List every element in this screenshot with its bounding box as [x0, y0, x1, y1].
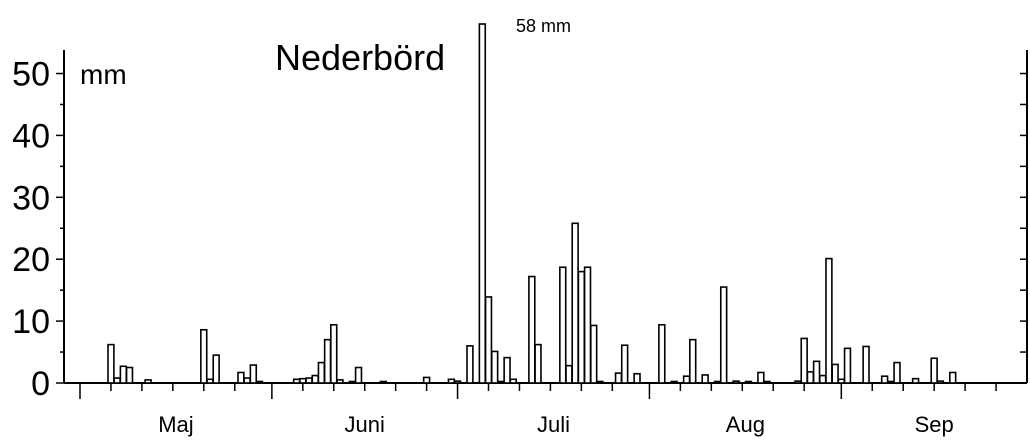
- precipitation-bar: [509, 378, 518, 384]
- precipitation-bar: [880, 375, 889, 384]
- precipitation-bar: [732, 380, 740, 384]
- x-month-label: Juli: [537, 412, 570, 437]
- y-tick-label: 40: [12, 117, 50, 155]
- precipitation-bar: [744, 380, 753, 384]
- precipitation-bar: [453, 380, 462, 384]
- y-tick-label: 30: [12, 179, 50, 217]
- precipitation-bar: [583, 266, 592, 384]
- precipitation-bar: [948, 371, 957, 384]
- precipitation-bar: [528, 275, 536, 384]
- precipitation-bar: [125, 366, 134, 384]
- precipitation-bar: [936, 380, 945, 384]
- precipitation-bar: [670, 380, 678, 384]
- precipitation-bar: [800, 337, 808, 384]
- x-month-label: Aug: [726, 412, 765, 437]
- precipitation-bar: [565, 364, 573, 384]
- precipitation-bar: [330, 324, 338, 384]
- x-month-label: Sep: [915, 412, 954, 437]
- precipitation-bar: [144, 379, 152, 384]
- y-tick-label: 10: [12, 303, 50, 341]
- precipitation-bar: [837, 378, 846, 384]
- precipitation-bar: [893, 361, 901, 384]
- precipitation-bar: [633, 372, 641, 384]
- chart-title: Nederbörd: [275, 37, 445, 78]
- precipitation-bar: [614, 372, 623, 384]
- precipitation-bar: [831, 363, 839, 384]
- precipitation-bar: [503, 356, 511, 384]
- precipitation-bar: [119, 365, 128, 384]
- precipitation-bar: [379, 380, 388, 384]
- precipitation-bar: [336, 379, 344, 384]
- precipitation-bar: [299, 377, 307, 384]
- precipitation-bar: [255, 380, 264, 384]
- precipitation-bar: [658, 324, 666, 384]
- precipitation-bar: [930, 357, 938, 384]
- precipitation-bar: [794, 380, 802, 384]
- precipitation-bar: [237, 371, 245, 384]
- precipitation-bar: [206, 378, 214, 384]
- precipitation-bar: [497, 380, 505, 384]
- precipitation-bar: [317, 361, 326, 384]
- precipitation-bar: [113, 377, 121, 384]
- precipitation-bar: [534, 343, 542, 384]
- precipitation-bar: [559, 266, 567, 384]
- y-axis: 0 10 20 30 40 50: [12, 50, 1028, 403]
- precipitation-bar: [200, 328, 208, 384]
- precipitation-bar: [305, 377, 313, 384]
- precipitation-bar: [466, 345, 474, 384]
- precipitation-bar: [843, 347, 852, 384]
- y-tick-label: 0: [31, 365, 50, 403]
- precipitation-bar: [577, 270, 586, 384]
- x-axis: Maj Juni Juli Aug Sep: [64, 382, 1027, 437]
- precipitation-bar: [825, 257, 833, 384]
- precipitation-bar: [311, 374, 319, 384]
- precipitation-bar: [757, 371, 765, 384]
- precipitation-bar: [620, 344, 629, 384]
- precipitation-bar: [682, 375, 691, 384]
- precipitation-bar: [713, 380, 722, 384]
- precipitation-bar: [763, 380, 771, 384]
- precipitation-bar: [689, 338, 697, 384]
- precipitation-bar: [490, 350, 499, 384]
- precipitation-bar: [354, 366, 363, 384]
- precipitation-bar: [422, 376, 431, 384]
- y-tick-label: 50: [12, 56, 50, 94]
- precipitation-bar: [911, 377, 920, 384]
- precipitation-bar: [812, 360, 821, 384]
- precipitation-bar: [887, 380, 895, 384]
- precipitation-bar: [292, 378, 301, 384]
- precipitation-bar: [243, 377, 251, 384]
- precipitation-bar: [596, 380, 604, 384]
- precipitation-bar: [571, 222, 579, 384]
- y-tick-label: 20: [12, 241, 50, 279]
- precipitation-bar: [348, 380, 357, 384]
- y-axis-unit-label: mm: [80, 59, 127, 90]
- precipitation-bar: [484, 296, 493, 384]
- precipitation-bar: [806, 371, 815, 384]
- precipitation-bar: [701, 374, 709, 384]
- precipitation-bar: [447, 378, 456, 384]
- precipitation-bar: [212, 354, 220, 384]
- precipitation-bar: [819, 374, 827, 384]
- precipitation-bar: [107, 343, 115, 384]
- precipitation-bar: [589, 324, 598, 384]
- precipitation-bar: [249, 364, 258, 384]
- precipitation-bar: [862, 345, 870, 384]
- bar-series: [107, 23, 957, 384]
- x-month-label: Maj: [158, 412, 193, 437]
- precipitation-bar: [478, 23, 487, 384]
- max-value-annotation: 58 mm: [516, 16, 571, 36]
- precipitation-bar: [719, 286, 728, 384]
- precipitation-bar: [323, 338, 332, 384]
- x-month-label: Juni: [345, 412, 385, 437]
